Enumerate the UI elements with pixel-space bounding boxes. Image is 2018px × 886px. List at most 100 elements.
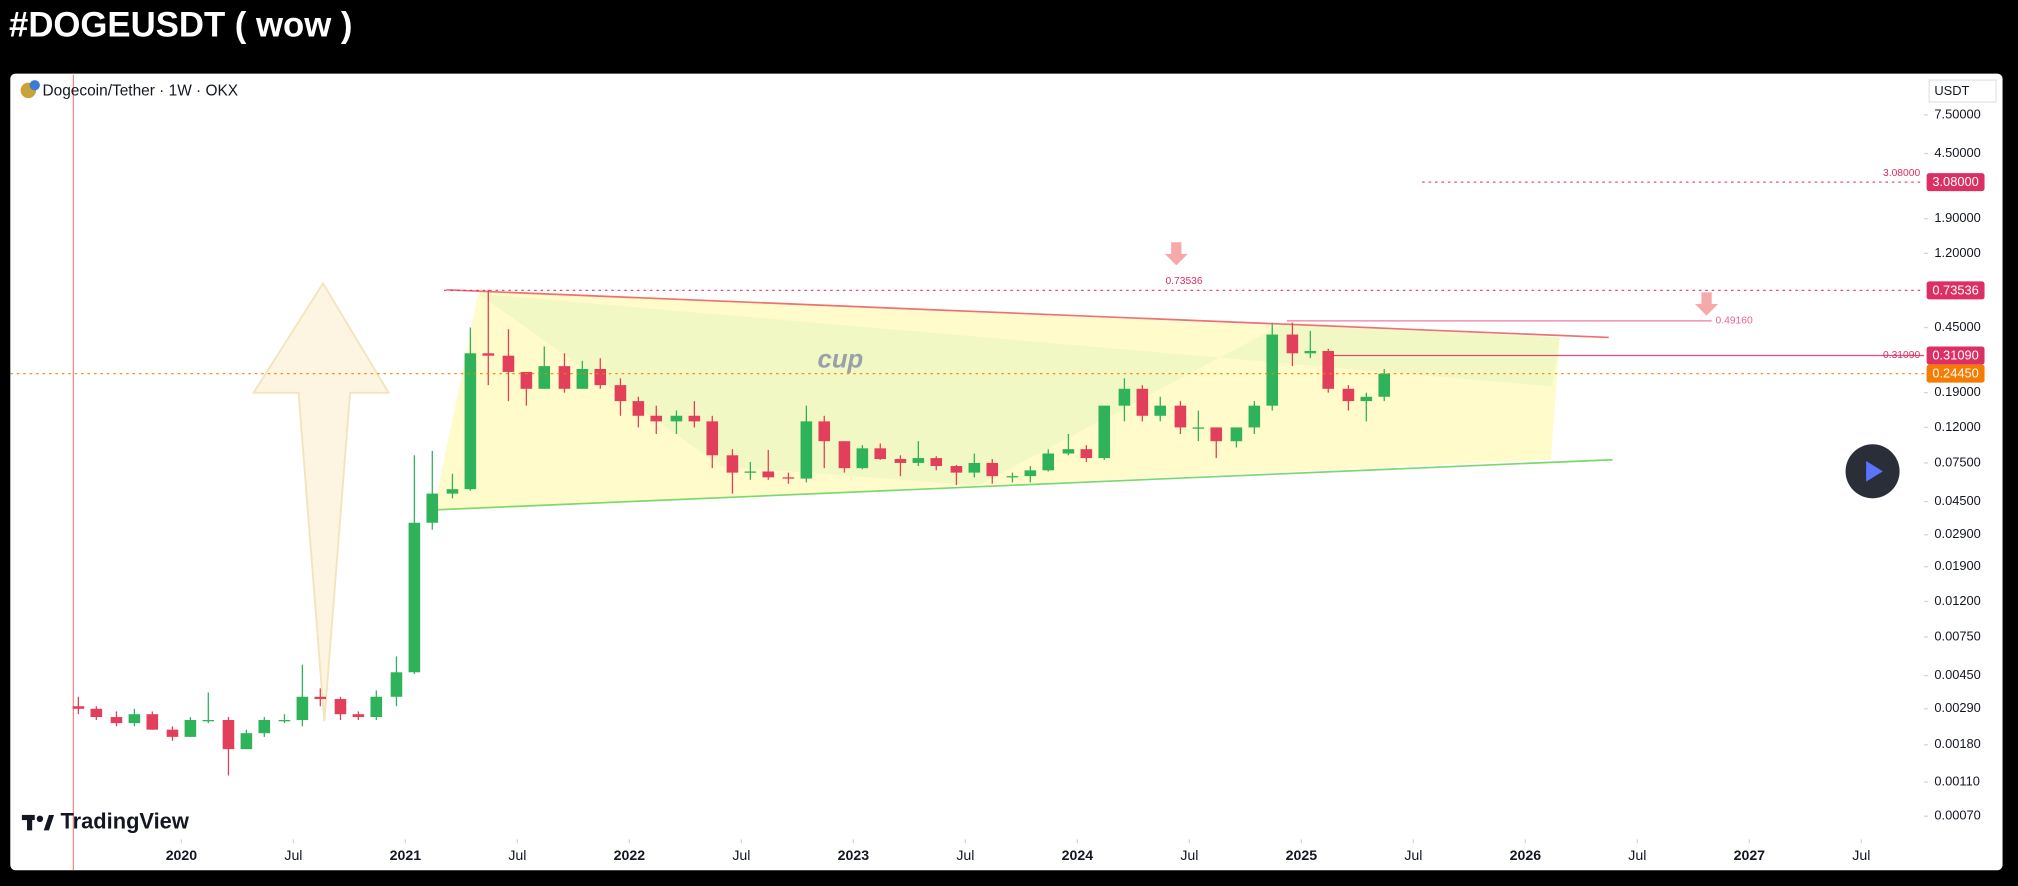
- y-tick-label: 0.19000: [1934, 384, 1980, 399]
- y-tick-label: 0.04500: [1934, 493, 1980, 508]
- candle-body: [72, 706, 85, 709]
- candle-body: [874, 448, 887, 460]
- y-tick-label: 4.50000: [1934, 145, 1980, 160]
- candle-body: [594, 368, 607, 386]
- candle-body: [1024, 470, 1037, 477]
- x-tick-label: 2026: [1510, 847, 1542, 863]
- price-line-label: 0.49160: [1716, 316, 1753, 327]
- candle-body: [1006, 476, 1019, 478]
- candle-body: [650, 415, 663, 422]
- candle-body: [222, 720, 235, 750]
- candle-body: [1266, 334, 1279, 406]
- resistance-line: [446, 289, 1609, 339]
- symbol-label: Dogecoin/Tether · 1W · OKX: [42, 83, 238, 100]
- price-line-label: 0.31090: [1883, 350, 1920, 361]
- y-tick-label: 0.45000: [1934, 319, 1980, 334]
- candle-body: [1098, 405, 1111, 459]
- candle-body: [1080, 449, 1093, 459]
- candle-body: [576, 368, 589, 389]
- candle-body: [782, 477, 795, 479]
- x-tick-label: Jul: [732, 847, 750, 863]
- candle-body: [986, 462, 999, 477]
- candle-body: [278, 720, 291, 722]
- candle-body: [334, 699, 347, 715]
- y-tick-label: 1.20000: [1934, 245, 1980, 260]
- candle-body: [370, 696, 383, 718]
- candle-body: [390, 672, 403, 697]
- candle-body: [1360, 396, 1373, 402]
- brand-logo: [36, 815, 44, 823]
- price-box: [1926, 281, 1985, 300]
- candle-body: [184, 720, 197, 737]
- candle-body: [1230, 427, 1243, 442]
- price-box: [1926, 173, 1985, 192]
- candle-body: [688, 415, 701, 422]
- price-box-label: 0.73536: [1932, 282, 1978, 297]
- candle-body: [110, 717, 123, 724]
- candle-body: [856, 448, 869, 469]
- candle-body: [482, 353, 495, 356]
- brand-logo: [43, 814, 55, 831]
- brand-name: TradingView: [60, 808, 189, 833]
- price-line-label: 0.73536: [1165, 276, 1202, 287]
- candle-body: [744, 471, 757, 473]
- candle-body: [670, 415, 683, 422]
- candle-body: [538, 366, 551, 389]
- y-tick-label: 0.02900: [1934, 526, 1980, 541]
- x-tick-label: Jul: [1852, 847, 1870, 863]
- y-tick-label: 0.00180: [1934, 736, 1980, 751]
- candle-body: [894, 459, 907, 463]
- candle-body: [1286, 334, 1299, 354]
- up-arrow: [251, 281, 391, 722]
- post-title: #DOGEUSDT ( wow ): [9, 6, 353, 44]
- candle-body: [90, 708, 103, 718]
- x-tick-label: Jul: [508, 847, 526, 863]
- candle-body: [1322, 350, 1335, 389]
- x-tick-label: 2022: [614, 847, 646, 863]
- price-box: [1926, 346, 1985, 365]
- candle-body: [558, 366, 571, 389]
- candle-body: [314, 696, 327, 700]
- x-tick-label: 2021: [390, 847, 422, 863]
- price-box-label: 3.08000: [1932, 174, 1978, 189]
- candle-body: [614, 385, 627, 402]
- candle-body: [464, 353, 477, 490]
- y-tick-label: 0.00070: [1934, 808, 1980, 823]
- candle-body: [146, 714, 159, 730]
- candle-body: [1062, 449, 1075, 454]
- candle-body: [240, 733, 253, 750]
- candle-body: [446, 489, 459, 494]
- x-tick-label: Jul: [284, 847, 302, 863]
- x-tick-label: 2025: [1286, 847, 1318, 863]
- y-tick-label: 0.00450: [1934, 667, 1980, 682]
- candle-body: [726, 455, 739, 473]
- candle-body: [202, 720, 215, 722]
- cup-label: cup: [818, 345, 864, 373]
- candle-body: [1118, 388, 1131, 406]
- y-tick-label: 0.07500: [1934, 454, 1980, 469]
- candle-body: [1042, 453, 1055, 471]
- candle-body: [1174, 405, 1187, 428]
- candle-body: [800, 421, 813, 479]
- x-tick-label: 2024: [1062, 847, 1094, 863]
- currency-label: USDT: [1934, 83, 1969, 98]
- x-tick-label: 2020: [166, 847, 198, 863]
- x-tick-label: 2023: [838, 847, 870, 863]
- candle-body: [408, 522, 421, 673]
- x-tick-label: Jul: [1180, 847, 1198, 863]
- y-tick-label: 7.50000: [1934, 106, 1980, 121]
- price-line-label: 3.08000: [1883, 168, 1920, 179]
- candle-body: [166, 729, 179, 737]
- candle-body: [296, 696, 309, 721]
- y-tick-label: 0.01200: [1934, 593, 1980, 608]
- candle-body: [1192, 427, 1205, 429]
- candle-body: [1378, 373, 1391, 397]
- y-tick-label: 1.90000: [1934, 210, 1980, 225]
- candle-body: [426, 493, 439, 523]
- price-box: [1926, 364, 1985, 383]
- candle-body: [950, 466, 963, 473]
- candle-body: [1342, 388, 1355, 402]
- play-icon: [1866, 461, 1883, 482]
